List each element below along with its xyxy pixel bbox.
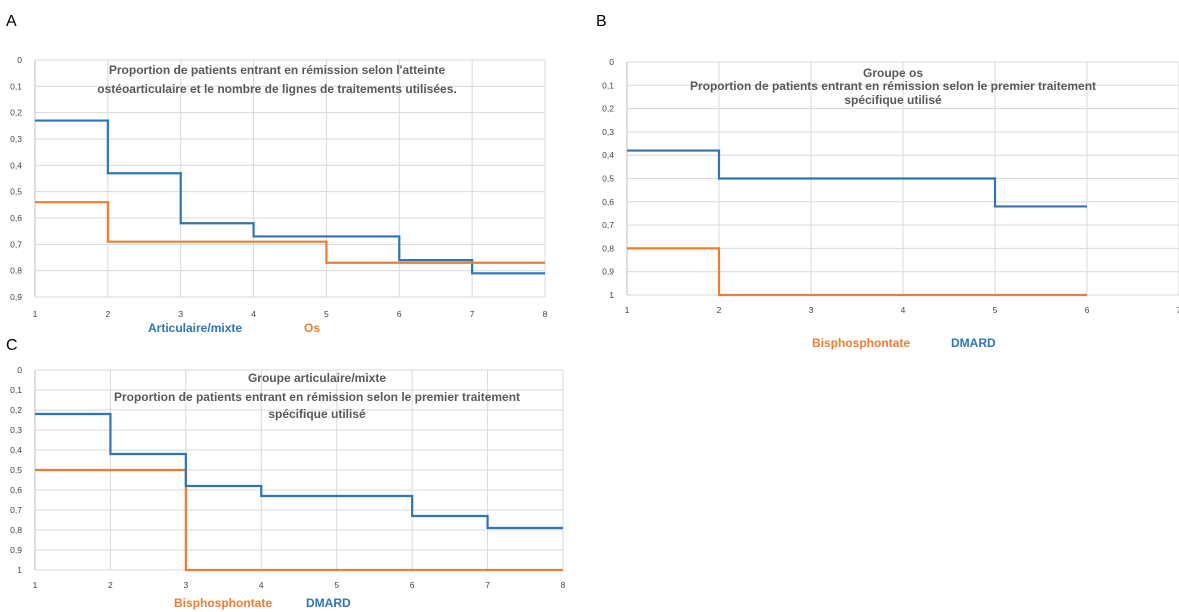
y-tick-label: 0,2 [10, 405, 22, 415]
y-tick-label: 0,9 [602, 267, 614, 277]
x-tick-label: 8 [561, 580, 566, 590]
y-tick-label: 0,5 [10, 465, 22, 475]
y-tick-label: 0,3 [10, 425, 22, 435]
legend-entry: DMARD [306, 596, 351, 610]
y-tick-label: 0,2 [10, 108, 22, 118]
y-tick-label: 0 [17, 365, 22, 375]
chart-title-line: ostéoarticulaire et le nombre de lignes … [97, 82, 456, 96]
panel-label: C [6, 337, 18, 354]
y-tick-label: 0 [609, 57, 614, 67]
y-tick-label: 0,1 [10, 81, 22, 91]
x-tick-label: 5 [993, 305, 998, 315]
y-tick-label: 1 [609, 290, 614, 300]
chart-title-line: spécifique utilisé [268, 407, 366, 421]
chart-title-line: Proportion de patients entrant en rémiss… [114, 390, 520, 404]
y-tick-label: 0,8 [10, 525, 22, 535]
chart-C: C 0 0,1 0,2 0,3 0,4 0,5 0,6 0,7 0,8 0,9 1 1 2 3 4 5 6 7 8 Gr… [6, 337, 566, 610]
series-line-articulaire-mixte [35, 121, 545, 274]
x-tick-label: 1 [33, 580, 38, 590]
x-tick-label: 1 [33, 309, 38, 319]
y-tick-label: 0,6 [10, 213, 22, 223]
y-tick-label: 0,6 [10, 485, 22, 495]
legend-entry: Bisphosphontate [812, 336, 910, 350]
y-tick-label: 0,1 [10, 385, 22, 395]
x-tick-label: 1 [625, 305, 630, 315]
x-tick-label: 2 [717, 305, 722, 315]
y-tick-label: 0,7 [602, 220, 614, 230]
y-tick-label: 0,8 [10, 266, 22, 276]
chart-title-line: Proportion de patients entrant en rémiss… [109, 63, 446, 77]
series-line-os [35, 202, 545, 263]
y-tick-label: 0,1 [602, 80, 614, 90]
legend-entry: Os [304, 321, 320, 335]
y-tick-label: 0,4 [10, 445, 22, 455]
x-tick-label: 3 [178, 309, 183, 319]
y-tick-label: 0,7 [10, 505, 22, 515]
y-tick-label: 0,8 [602, 243, 614, 253]
legend-entry: Bisphosphontate [174, 596, 272, 610]
panel-label: B [596, 13, 607, 30]
x-tick-label: 6 [410, 580, 415, 590]
x-tick-label: 5 [324, 309, 329, 319]
legend-entry: DMARD [951, 336, 996, 350]
x-tick-label: 7 [470, 309, 475, 319]
y-tick-label: 0,6 [602, 197, 614, 207]
y-tick-label: 0,4 [602, 150, 614, 160]
y-tick-label: 0,9 [10, 292, 22, 302]
y-tick-label: 0,5 [10, 187, 22, 197]
chart-title-line: Groupe os [863, 66, 923, 80]
y-tick-label: 1 [17, 565, 22, 575]
chart-A: A 0 0,1 0,2 0,3 0,4 0,5 0,6 0,7 0,8 0,9 1 2 3 4 5 6 7 8 Pro… [6, 13, 548, 335]
y-tick-label: 0 [17, 55, 22, 65]
x-tick-label: 2 [105, 309, 110, 319]
x-tick-label: 7 [485, 580, 490, 590]
y-tick-label: 0,3 [10, 134, 22, 144]
x-tick-label: 4 [259, 580, 264, 590]
x-tick-label: 4 [251, 309, 256, 319]
y-tick-label: 0,2 [602, 104, 614, 114]
x-tick-label: 3 [809, 305, 814, 315]
x-tick-label: 6 [397, 309, 402, 319]
series-line-bisphosphontate [35, 470, 563, 570]
legend-entry: Articulaire/mixte [148, 321, 242, 335]
chart-B: B00,10,20,30,40,50,60,70,80,911234567Gro… [596, 13, 1179, 350]
x-tick-label: 8 [543, 309, 548, 319]
x-tick-label: 3 [183, 580, 188, 590]
y-tick-label: 0,3 [602, 127, 614, 137]
x-tick-label: 4 [901, 305, 906, 315]
chart-title-line: Proportion de patients entrant en rémiss… [690, 79, 1096, 93]
x-tick-label: 5 [334, 580, 339, 590]
y-tick-label: 0,5 [602, 174, 614, 184]
chart-title-line: spécifique utilisé [844, 93, 942, 107]
chart-title-line: Groupe articulaire/mixte [248, 371, 386, 385]
x-tick-label: 2 [108, 580, 113, 590]
panel-label: A [6, 13, 17, 30]
y-tick-label: 0,4 [10, 160, 22, 170]
x-tick-label: 6 [1085, 305, 1090, 315]
y-tick-label: 0,7 [10, 239, 22, 249]
y-tick-label: 0,9 [10, 545, 22, 555]
